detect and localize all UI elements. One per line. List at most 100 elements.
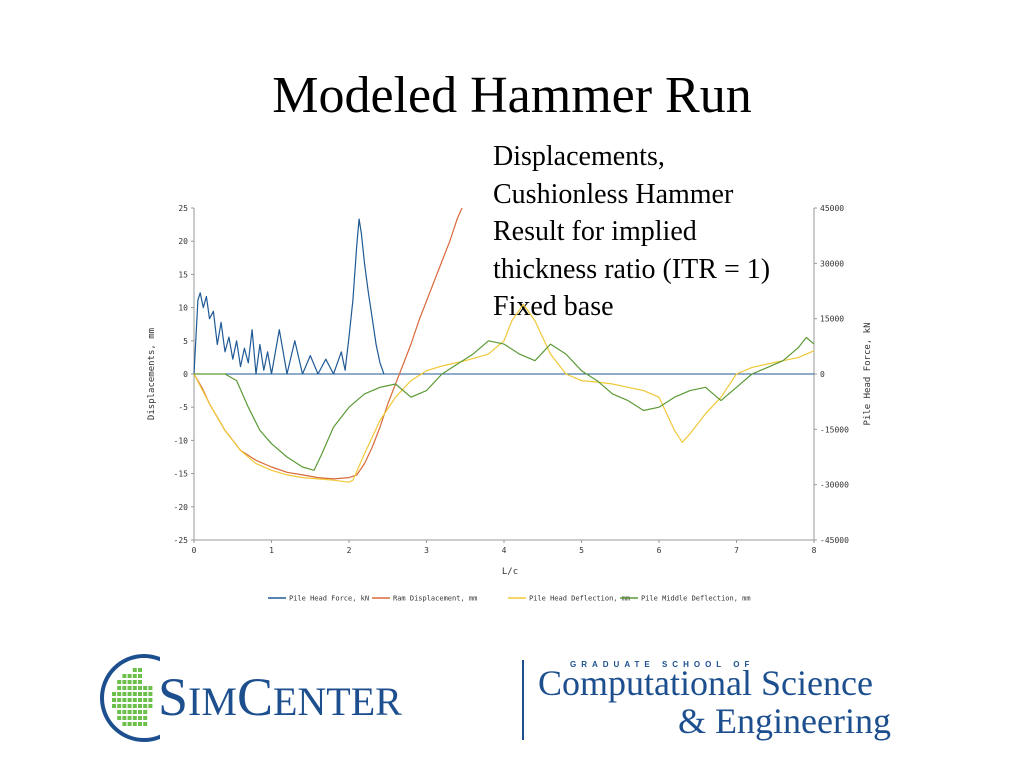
globe-dot xyxy=(132,686,137,690)
description-line: Result for implied xyxy=(493,216,697,247)
globe-icon xyxy=(100,654,160,742)
globe-dot xyxy=(127,704,132,708)
globe-dot xyxy=(138,692,142,696)
y-tick-label: 5 xyxy=(183,337,188,346)
y2-tick-label: 15000 xyxy=(820,315,844,324)
globe-dot xyxy=(132,674,137,678)
y2-tick-label: 45000 xyxy=(820,204,844,213)
globe-dot xyxy=(127,698,132,702)
y-tick-label: 15 xyxy=(178,270,188,279)
globe-dot xyxy=(122,722,127,726)
description-line: Fixed base xyxy=(493,291,614,322)
globe-dot xyxy=(143,722,148,726)
globe-dot xyxy=(122,674,127,678)
legend-entry: Ram Displacement, mm xyxy=(393,595,477,603)
y-tick-label: 0 xyxy=(183,370,188,379)
simcenter-wordmark: SIMCENTER xyxy=(158,666,402,728)
globe-dot xyxy=(117,686,122,690)
logo-letters: IM xyxy=(188,679,237,724)
globe-dot xyxy=(138,674,142,678)
globe-dot xyxy=(112,698,116,702)
globe-dot xyxy=(143,710,148,714)
displacement-chart: 0 1 2 3 4 5 6 7 8 25 20 15 10 5 0 -5 -10 -15 -20 -25 45000 30… xyxy=(147,204,873,603)
globe-dot xyxy=(143,716,148,720)
globe-dot xyxy=(138,686,142,690)
y2-tick-label: -15000 xyxy=(820,425,849,434)
globe-dot xyxy=(112,704,116,708)
legend-entry: Pile Head Deflection, mm xyxy=(529,595,630,603)
globe-dot xyxy=(117,680,122,684)
globe-dot xyxy=(122,680,127,684)
x-tick-label: 1 xyxy=(269,546,274,555)
globe-dot xyxy=(143,698,148,702)
ticks-layer: 0 1 2 3 4 5 6 7 8 25 20 15 10 5 0 -5 -10 -15 -20 -25 45000 30… xyxy=(174,204,850,555)
globe-dot xyxy=(122,692,127,696)
y2-tick-label: 30000 xyxy=(820,259,844,268)
logo-divider xyxy=(522,660,524,740)
x-tick-label: 0 xyxy=(192,546,197,555)
globe-dot xyxy=(122,710,127,714)
globe-dot xyxy=(138,668,142,672)
pile-head-deflection-line xyxy=(193,303,815,483)
globe-dot xyxy=(148,698,153,702)
globe-dot xyxy=(127,710,132,714)
globe-dot xyxy=(132,710,137,714)
y-tick-label: -15 xyxy=(174,470,189,479)
y-tick-label: -5 xyxy=(178,403,188,412)
x-tick-label: 7 xyxy=(734,546,739,555)
y2-tick-label: 0 xyxy=(820,370,825,379)
globe-dot xyxy=(127,722,132,726)
globe-dot xyxy=(138,716,142,720)
description-line: Cushionless Hammer xyxy=(493,178,734,210)
globe-dot xyxy=(138,722,142,726)
globe-dot xyxy=(138,698,142,702)
slide-description: Displacements, Cushionless Hammer Result… xyxy=(493,138,770,326)
y-tick-label: 10 xyxy=(178,304,188,313)
graduate-school-label: GRADUATE SCHOOL OF xyxy=(570,660,755,669)
globe-dot xyxy=(138,704,142,708)
globe-dot xyxy=(122,698,127,702)
logo-letters: ENTER xyxy=(272,679,402,724)
globe-dot xyxy=(127,716,132,720)
y-axis-label: Displacements, mm xyxy=(147,328,157,420)
description-line: thickness ratio (ITR = 1) xyxy=(493,253,771,285)
globe-dot xyxy=(143,704,148,708)
series-layer xyxy=(193,207,815,483)
globe-dot xyxy=(122,686,127,690)
computational-science-text: Computational Science xyxy=(538,663,873,703)
globe-dot xyxy=(132,698,137,702)
globe-dot xyxy=(127,686,132,690)
globe-dot xyxy=(112,692,116,696)
globe-dot xyxy=(117,692,122,696)
x-tick-label: 6 xyxy=(657,546,662,555)
y-tick-label: -25 xyxy=(174,536,189,545)
simcenter-logo: SIMCENTER GRADUATE SCHOOL OF Computation… xyxy=(100,652,930,744)
slide-title: Modeled Hammer Run xyxy=(272,67,752,124)
globe-dot xyxy=(148,692,153,696)
globe-dot xyxy=(127,692,132,696)
globe-dot xyxy=(138,710,142,714)
y-tick-label: -10 xyxy=(174,436,189,445)
globe-dot xyxy=(117,704,122,708)
globe-dot xyxy=(117,710,122,714)
globe-dot xyxy=(143,686,148,690)
legend-entry: Pile Head Force, kN xyxy=(289,595,369,603)
y-tick-label: -20 xyxy=(174,503,189,512)
logo-letter: S xyxy=(158,667,189,727)
globe-dot xyxy=(132,716,137,720)
globe-dot xyxy=(132,704,137,708)
y2-tick-label: -45000 xyxy=(820,536,849,545)
logo-letter: C xyxy=(236,667,273,727)
x-tick-label: 3 xyxy=(424,546,429,555)
pile-middle-deflection-line xyxy=(194,336,815,471)
engineering-text: & Engineering xyxy=(678,701,891,741)
globe-dot xyxy=(132,668,137,672)
x-tick-label: 2 xyxy=(347,546,352,555)
y2-axis-label: Pile Head Force, kN xyxy=(863,323,873,426)
y-tick-label: 25 xyxy=(178,204,188,213)
x-tick-label: 4 xyxy=(502,546,507,555)
globe-dot xyxy=(148,704,153,708)
pile-head-force-line xyxy=(193,218,385,375)
globe-dot xyxy=(122,716,127,720)
x-tick-label: 5 xyxy=(579,546,584,555)
